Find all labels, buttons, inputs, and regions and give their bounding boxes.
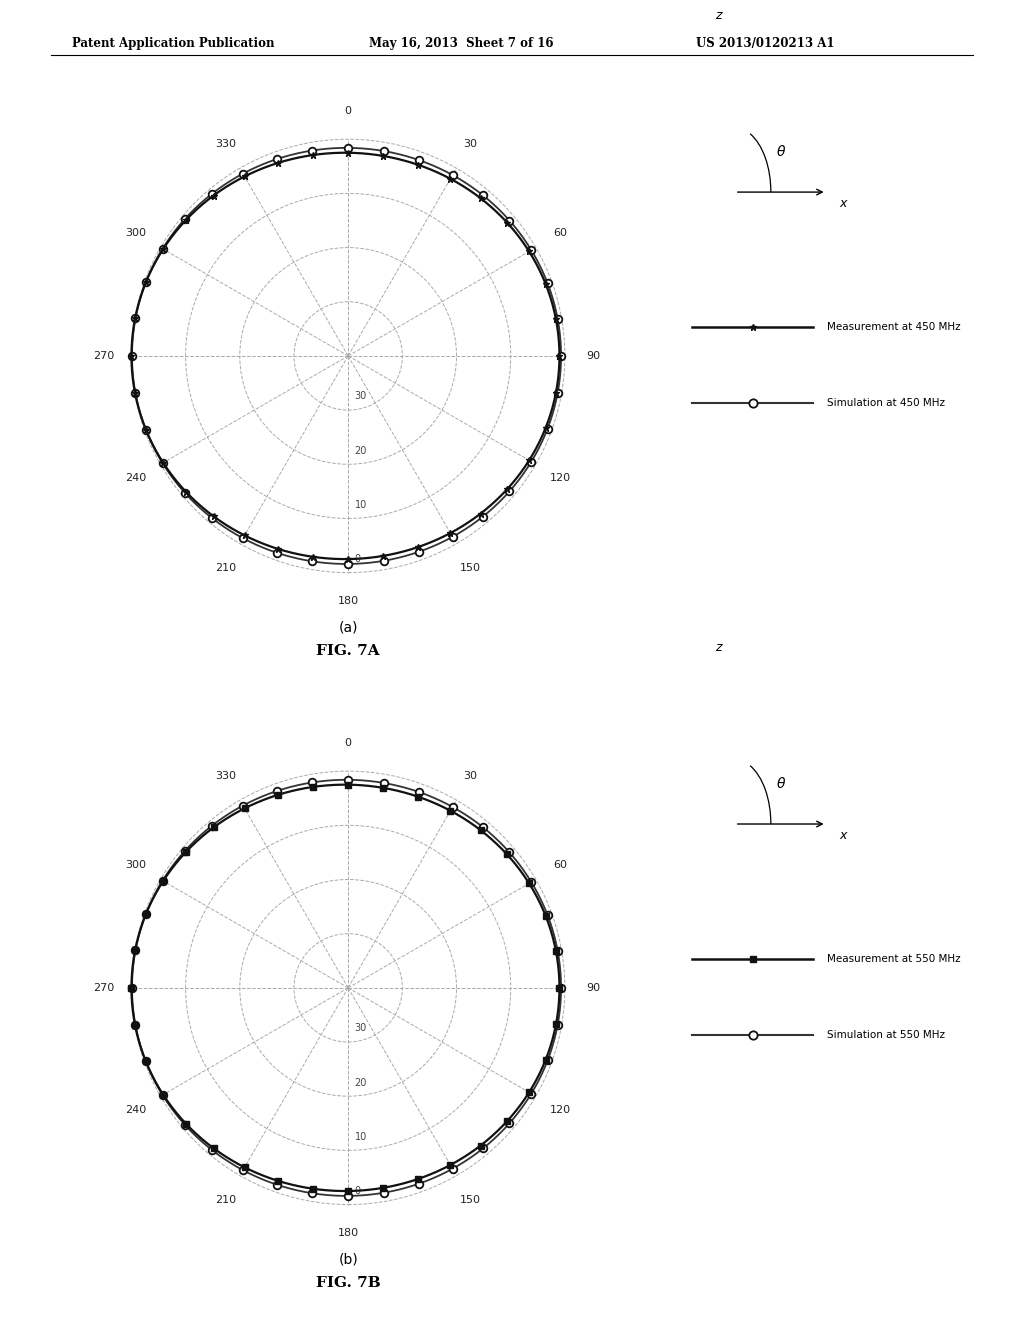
Text: z: z [715,9,722,22]
Text: 240: 240 [126,1105,146,1115]
Text: $\theta$: $\theta$ [775,776,785,791]
Text: 270: 270 [92,351,114,360]
Text: 10: 10 [354,1131,367,1142]
Text: 10: 10 [354,500,367,510]
Text: 30: 30 [464,771,477,780]
Text: 30: 30 [354,1023,367,1034]
Text: US 2013/0120213 A1: US 2013/0120213 A1 [696,37,835,50]
Text: May 16, 2013  Sheet 7 of 16: May 16, 2013 Sheet 7 of 16 [369,37,553,50]
Text: 120: 120 [550,474,570,483]
Text: 180: 180 [338,1228,358,1238]
Text: z: z [715,642,722,655]
Text: 270: 270 [92,983,114,993]
Text: x: x [840,829,847,842]
Text: 330: 330 [215,139,237,149]
Text: 300: 300 [126,228,146,239]
Text: 0: 0 [354,554,360,564]
Text: 300: 300 [126,861,146,870]
Text: 0: 0 [345,738,351,748]
Text: 60: 60 [553,861,567,870]
Text: 20: 20 [354,1077,367,1088]
Text: 30: 30 [464,139,477,149]
Text: 90: 90 [586,351,600,360]
Text: 180: 180 [338,595,358,606]
Text: Simulation at 550 MHz: Simulation at 550 MHz [826,1030,944,1040]
Text: 0: 0 [354,1185,360,1196]
Text: 30: 30 [354,392,367,401]
Text: 150: 150 [460,564,481,573]
Text: 210: 210 [215,564,237,573]
Text: 210: 210 [215,1195,237,1205]
Text: 20: 20 [354,446,367,455]
Text: 60: 60 [553,228,567,239]
Text: Patent Application Publication: Patent Application Publication [72,37,274,50]
Text: Measurement at 450 MHz: Measurement at 450 MHz [826,322,961,331]
Text: (b): (b) [338,1253,358,1266]
Text: (a): (a) [338,620,358,635]
Text: 120: 120 [550,1105,570,1115]
Text: 150: 150 [460,1195,481,1205]
Text: Measurement at 550 MHz: Measurement at 550 MHz [826,953,961,964]
Text: FIG. 7A: FIG. 7A [316,644,380,659]
Text: $\theta$: $\theta$ [775,144,785,158]
Text: x: x [840,197,847,210]
Text: 330: 330 [215,771,237,780]
Text: Simulation at 450 MHz: Simulation at 450 MHz [826,397,944,408]
Text: 0: 0 [345,106,351,116]
Text: 240: 240 [126,474,146,483]
Text: 90: 90 [586,983,600,993]
Text: FIG. 7B: FIG. 7B [315,1276,381,1290]
